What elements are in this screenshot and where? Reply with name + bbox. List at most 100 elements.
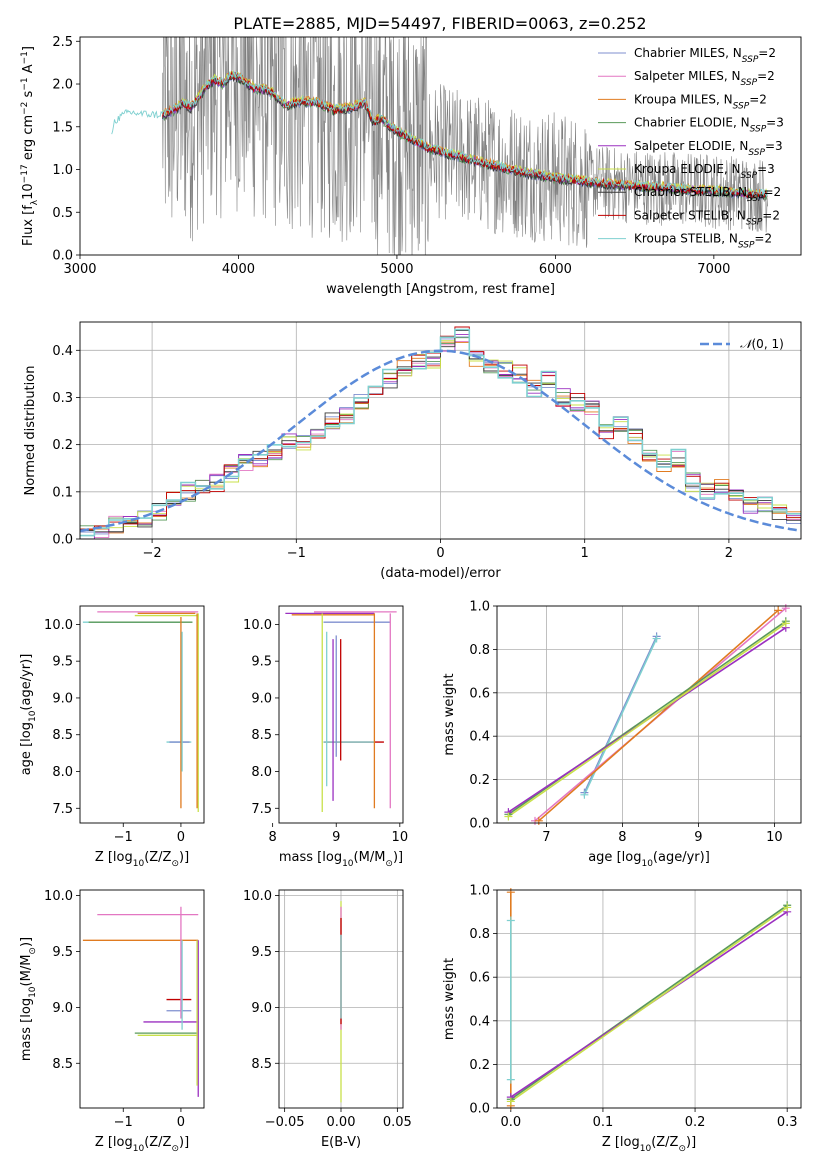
weight-line-0 (583, 636, 658, 793)
y-tick-label: 9.5 (251, 655, 272, 670)
y-axis-label: mass [log10(M/M⊙)] (19, 937, 38, 1061)
y-tick-label: 0.3 (52, 391, 73, 406)
y-tick-label: 1.5 (52, 120, 73, 135)
x-tick-label: 9 (332, 830, 340, 845)
weight-line-2 (538, 609, 779, 822)
residual-legend: 𝒩(0, 1) (700, 337, 784, 351)
weight-marker (506, 916, 515, 925)
legend-entry: Kroupa ELODIE, NSSP=3 (634, 162, 775, 181)
weight-marker (781, 604, 790, 613)
x-tick-label: 8 (269, 830, 277, 845)
y-tick-label: 1.0 (52, 163, 73, 178)
panel-mass-vs-Z: −1 0 8.5 9.0 9.5 10.0 Z [log10(Z/Z⊙)] mass [log… (19, 889, 205, 1154)
y-tick-label: 0.5 (52, 206, 73, 221)
y-tick-label: 2.0 (52, 78, 73, 93)
axes-frame (278, 605, 404, 824)
gaussian-curve (80, 349, 801, 532)
weight-marker (534, 816, 543, 825)
x-tick-label: 0.00 (327, 1115, 356, 1130)
axes-frame (496, 605, 802, 824)
x-tick-label: 0.05 (383, 1115, 412, 1130)
panel-age-vs-mass: 8 9 10 7.5 8.0 8.5 9.0 9.5 10.0 mass [log10(M/M⊙)… (243, 605, 409, 869)
panel-weight-vs-Z: 0.0 0.1 0.2 0.3 0.0 0.2 0.4 0.6 0.8 1.0 Z [log10(Z… (442, 884, 802, 1154)
model-spectrum-line-8 (111, 70, 769, 198)
axes-frame (79, 605, 205, 824)
legend-entry: Chabrier ELODIE, NSSP=3 (634, 116, 784, 135)
y-tick-label: 0.4 (469, 730, 490, 745)
panel-mass-vs-EBV: −0.05 0.00 0.05 8.5 9.0 9.5 10.0 E(B-V) (243, 889, 412, 1150)
panel-spectrum: 3000 4000 5000 6000 7000 0.0 0.5 1.0 1.5 2.0 2.5 wa… (20, 35, 802, 297)
y-tick-label: 0.0 (52, 533, 73, 548)
x-axis-label: (data-model)/error (380, 566, 501, 581)
y-axis-label: age [log10(age/yr)] (19, 654, 38, 776)
weight-marker (506, 1075, 515, 1084)
y-axis-label: mass weight (442, 673, 457, 755)
y-axis-label: mass weight (442, 958, 457, 1040)
y-tick-label: 8.0 (52, 765, 73, 780)
x-tick-label: −1 (114, 1115, 133, 1130)
x-axis-label: age [log10(age/yr)] (588, 850, 710, 869)
x-axis-label: E(B-V) (321, 1135, 361, 1150)
spectrum-legend: Chabrier MILES, NSSP=2 Salpeter MILES, NS… (598, 46, 784, 251)
weight-line-5 (507, 622, 787, 818)
y-tick-label: 9.0 (251, 691, 272, 706)
observed-spectrum-line (162, 37, 768, 255)
x-axis-label: Z [log10(Z/Z⊙)] (95, 850, 189, 869)
x-axis-label: Z [log10(Z/Z⊙)] (602, 1135, 696, 1154)
histogram-step-8 (80, 328, 801, 537)
plot-area-age-vs-Z (82, 611, 199, 812)
plot-area-weight-vs-age (507, 607, 787, 822)
y-tick-label: 1.0 (469, 600, 490, 615)
weight-marker (774, 606, 783, 615)
y-tick-label: 0.2 (52, 438, 73, 453)
x-tick-label: 0 (177, 830, 185, 845)
y-tick-label: 0.2 (469, 1058, 490, 1073)
y-tick-label: 7.5 (251, 802, 272, 817)
x-tick-label: 0.1 (593, 1115, 614, 1130)
axes-frame (278, 889, 404, 1109)
axes-frame (79, 321, 802, 540)
legend-entry: Kroupa STELIB, NSSP=2 (634, 232, 772, 251)
y-tick-label: 0.4 (469, 1014, 490, 1029)
x-tick-label: 0 (177, 1115, 185, 1130)
legend-entry: Salpeter ELODIE, NSSP=3 (634, 139, 783, 158)
x-tick-label: 3000 (63, 262, 96, 277)
y-tick-label: 9.5 (52, 655, 73, 670)
y-tick-label: 0.8 (469, 927, 490, 942)
legend-entry: Salpeter MILES, NSSP=2 (634, 69, 775, 88)
legend-entry: Salpeter STELIB, NSSP=2 (634, 208, 780, 227)
axes-frame (496, 889, 802, 1109)
x-axis-label: wavelength [Angstrom, rest frame] (326, 282, 555, 297)
y-tick-label: 10.0 (243, 889, 272, 904)
x-tick-label: 7 (542, 830, 550, 845)
plot-area-residuals (80, 326, 801, 539)
axes-frame (79, 889, 205, 1109)
x-tick-label: 10 (392, 830, 409, 845)
plot-area-spectrum (111, 37, 769, 255)
legend-entry: Chabrier STELIB, NSSP=2 (634, 185, 781, 204)
x-tick-label: 1 (581, 546, 589, 561)
y-tick-label: 8.5 (52, 728, 73, 743)
plot-area-mass-vs-Z (82, 906, 199, 1097)
y-tick-label: 1.0 (469, 884, 490, 899)
x-tick-label: 0.0 (500, 1115, 521, 1130)
figure-title: PLATE=2885, MJD=54497, FIBERID=0063, z=0… (233, 14, 646, 33)
panel-weight-vs-age: 7 8 9 10 0.0 0.2 0.4 0.6 0.8 1.0 age [log10(age/yr… (442, 600, 802, 869)
plot-area-age-vs-mass (285, 611, 397, 812)
weight-marker (652, 634, 661, 643)
y-tick-label: 0.0 (469, 1102, 490, 1117)
y-tick-label: 0.0 (52, 249, 73, 264)
legend-entry: 𝒩(0, 1) (740, 337, 784, 351)
x-tick-label: 7000 (697, 262, 730, 277)
y-tick-label: 9.0 (52, 691, 73, 706)
y-tick-label: 0.2 (469, 773, 490, 788)
weight-marker (781, 619, 790, 628)
y-tick-label: 0.0 (469, 817, 490, 832)
x-tick-label: −1 (114, 830, 133, 845)
x-tick-label: 5000 (380, 262, 413, 277)
y-tick-label: 8.5 (251, 728, 272, 743)
weight-marker (783, 903, 792, 912)
x-tick-label: −0.05 (265, 1115, 305, 1130)
y-tick-label: 0.6 (469, 971, 490, 986)
